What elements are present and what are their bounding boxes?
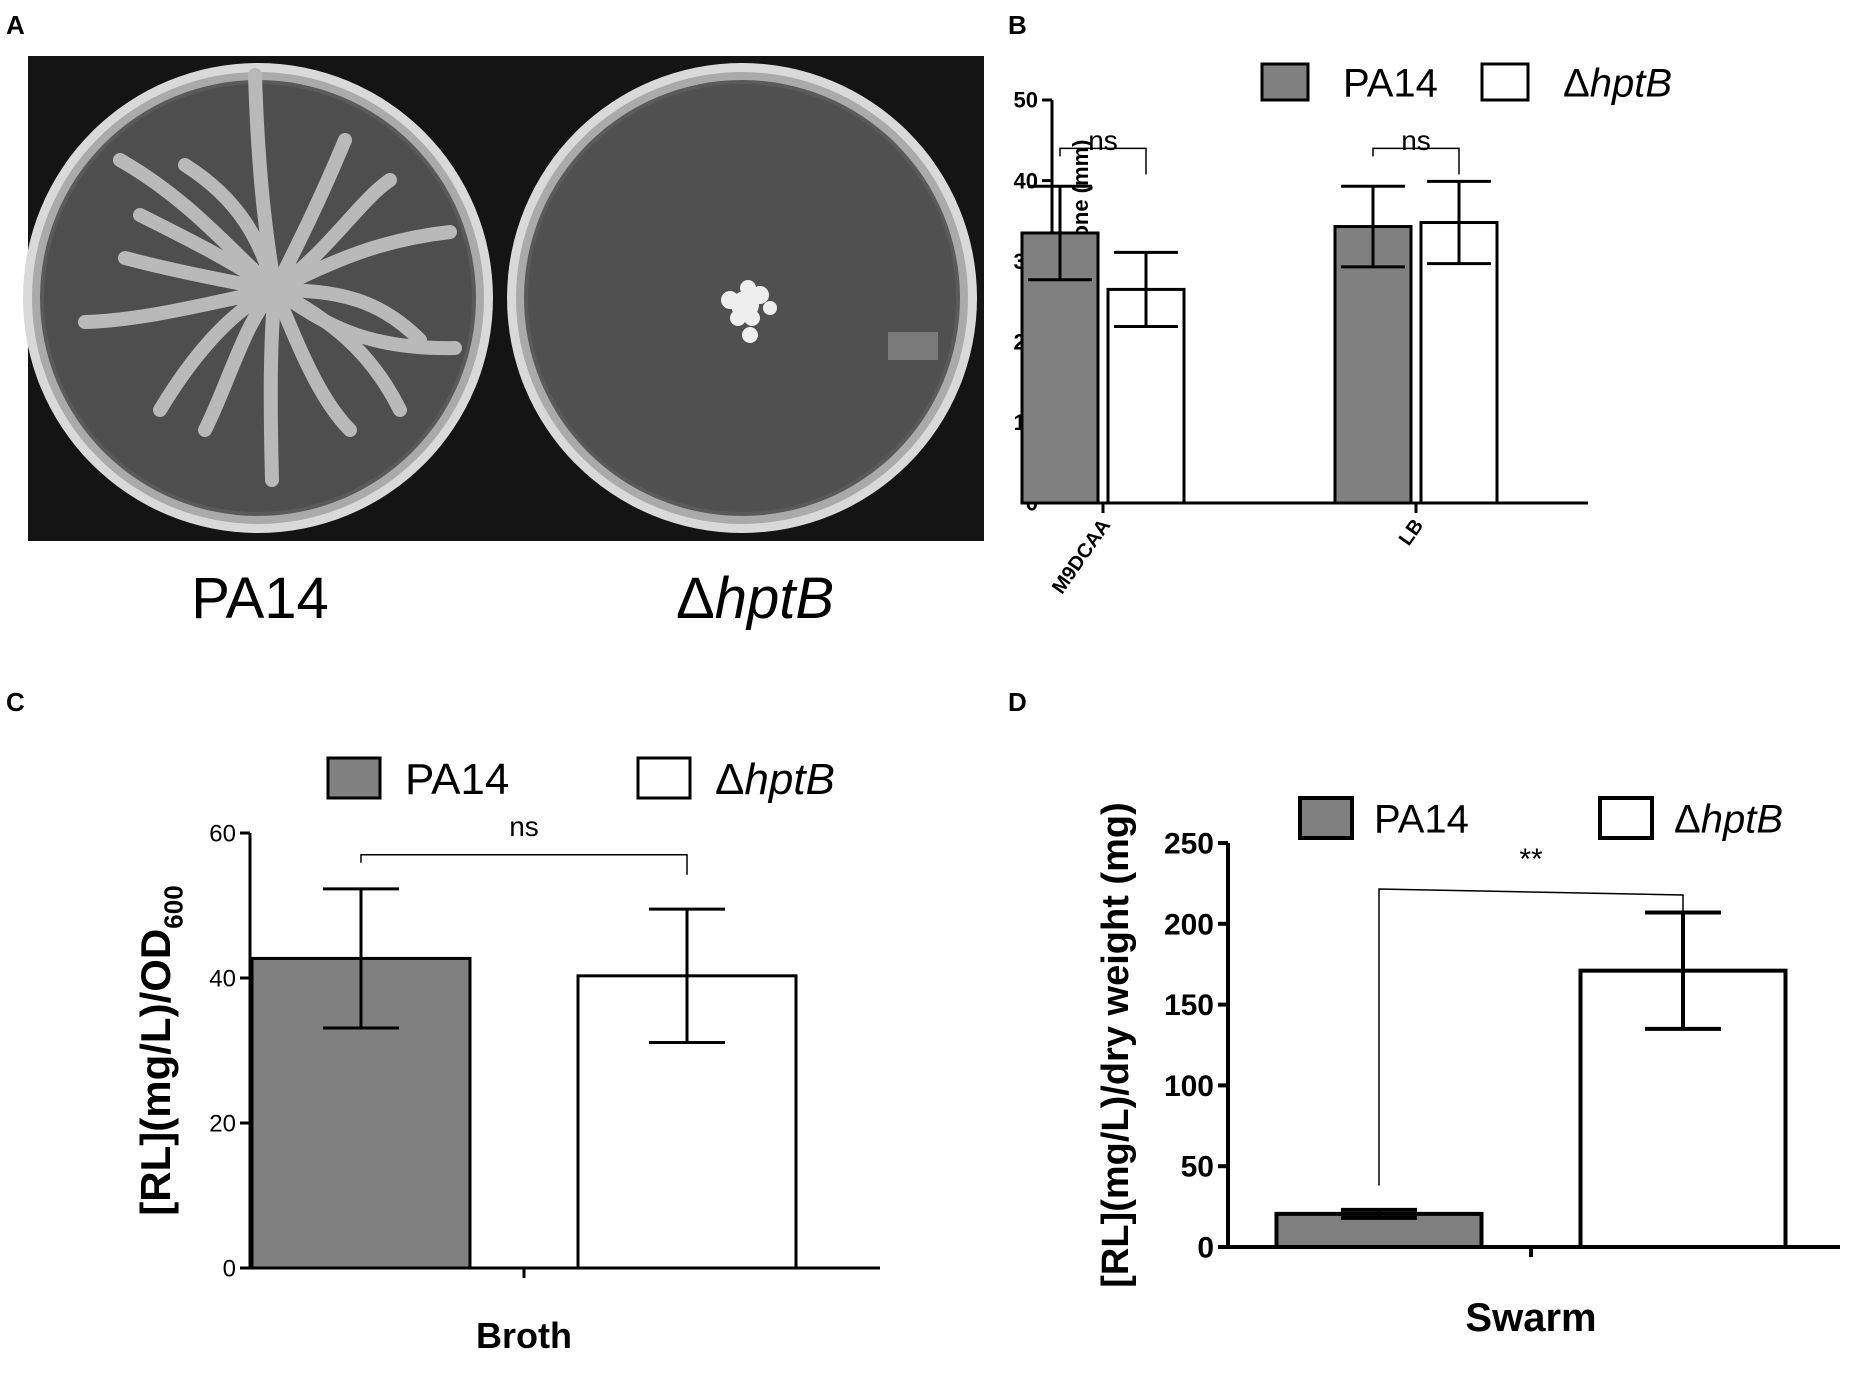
legend-swatch: [636, 756, 692, 800]
legend-label: PA14: [1343, 61, 1438, 105]
y-axis-label-subscript: 600: [159, 885, 189, 928]
legend-label-prefix: Δ: [715, 755, 744, 804]
bar-pa14-lb: [1333, 225, 1413, 505]
panel-letter-a: A: [6, 10, 25, 40]
y-tick-label: 0: [223, 1255, 236, 1282]
y-axis-label: [RL](mg/L)/OD600: [132, 885, 189, 1215]
y-tick-label: 60: [209, 820, 236, 847]
plate-label-hptb-prefix: Δ: [675, 566, 715, 631]
legend-label: ΔhptB: [1563, 61, 1672, 105]
panel-letter-d: D: [1008, 687, 1027, 717]
legend-label-prefix: Δ: [1674, 797, 1701, 841]
plate-label-pa14: PA14: [140, 565, 380, 632]
legend-label: PA14: [405, 755, 509, 804]
y-tick-label: 40: [1014, 168, 1038, 193]
legend-label-prefix: Δ: [1563, 61, 1590, 105]
y-tick-label: 100: [1164, 1070, 1214, 1103]
panel-letter-c: C: [6, 687, 25, 717]
legend-swatch: [1598, 796, 1654, 840]
y-tick-label: 50: [1181, 1151, 1214, 1184]
significance-label: ns: [1088, 125, 1118, 156]
legend-label: ΔhptB: [715, 755, 835, 804]
legend-label-name: PA14: [405, 755, 509, 804]
y-tick-label: 0: [1197, 1232, 1214, 1265]
y-tick-label: 50: [1014, 88, 1038, 113]
y-tick-label: 200: [1164, 908, 1214, 941]
y-axis-label-main: [RL](mg/L)/OD: [132, 929, 179, 1216]
legend-label: ΔhptB: [1674, 797, 1783, 841]
significance-bracket: [360, 854, 688, 875]
significance-bracket: [1378, 888, 1684, 1186]
legend-label-name: PA14: [1374, 797, 1469, 841]
y-tick-label: 150: [1164, 989, 1214, 1022]
significance-bracket: [1372, 147, 1460, 175]
y-tick-label: 20: [209, 1110, 236, 1137]
legend-label-name: hptB: [1701, 797, 1783, 841]
plate-label-hptb-text: hptB: [714, 566, 835, 631]
significance-label: **: [1519, 843, 1543, 876]
y-axis-label: [RL](mg/L)/dry weight (mg): [1095, 802, 1137, 1287]
legend-label-name: hptB: [1590, 61, 1672, 105]
significance-label: ns: [1401, 125, 1431, 156]
y-tick-label: 40: [209, 965, 236, 992]
legend-label-name: hptB: [744, 755, 835, 804]
legend-swatch: [326, 756, 382, 800]
plate-label-hptb: ΔhptB: [630, 565, 880, 632]
legend-swatch: [1260, 62, 1310, 102]
x-category-label: Broth: [476, 1315, 572, 1356]
legend-swatch: [1298, 796, 1354, 840]
x-category-label: Swarm: [1465, 1296, 1596, 1340]
legend-label: PA14: [1374, 797, 1469, 841]
significance-bracket: [1059, 147, 1147, 175]
legend-swatch: [1480, 62, 1530, 102]
significance-label: ns: [509, 811, 539, 842]
y-tick-label: 250: [1164, 828, 1214, 861]
plate-label-pa14-text: PA14: [191, 566, 329, 631]
legend-label-name: PA14: [1343, 61, 1438, 105]
panel-letter-b: B: [1008, 10, 1027, 40]
